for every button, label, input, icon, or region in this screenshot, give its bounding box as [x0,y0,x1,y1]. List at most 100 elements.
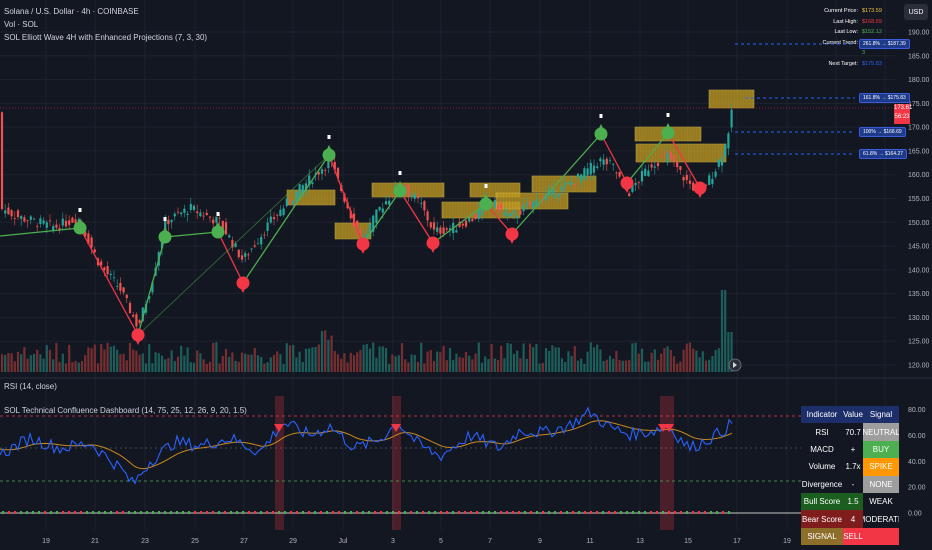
rsi-legend[interactable]: RSI (14, close) [4,382,57,391]
candle-body [10,210,13,217]
volume-bar [528,343,532,372]
candle-body [660,156,663,158]
candle-body [224,222,228,235]
candle-body [640,170,644,182]
volume-bar [464,352,468,372]
info-row: Last Low: $152.12 [812,27,898,38]
rsi-histogram-bar [38,511,40,514]
volume-legend[interactable]: Vol · SOL [4,20,39,29]
candle-body [551,187,554,195]
rsi-tick: 20.00 [908,485,926,492]
candle-body [359,230,362,241]
wave-segment [511,133,602,235]
candle-body [173,213,176,217]
volume-bar [720,290,724,372]
rsi-histogram-bar [212,511,214,514]
volume-bar [196,350,199,372]
candle-body [333,162,336,170]
candle-body [288,201,292,203]
rsi-histogram-bar [404,511,406,514]
rsi-histogram-bar [560,511,562,514]
rsi-histogram-bar [362,511,364,514]
volume-bar [512,353,516,372]
rsi-axis[interactable]: 80.00 60.00 40.00 20.00 0.00 [908,407,926,517]
volume-bar [455,353,458,372]
volume-bar [714,349,717,372]
candle-body [202,215,205,217]
rsi-signal-triangle [664,424,674,432]
volume-bar [48,349,52,372]
volume-bar [391,354,394,372]
candle-body [509,213,512,217]
volume-bar [458,357,461,372]
candle-body [36,226,39,227]
rsi-histogram-bar [20,511,22,514]
dashboard-value: 1.5 [847,497,859,507]
wave-marker-tip [596,124,606,134]
wave-segment [0,227,81,237]
candle-body [522,205,525,212]
volume-bar [420,342,423,372]
rsi-histogram-bar [116,511,118,514]
volume-bar [532,347,535,372]
rsi-histogram-bar [452,511,454,514]
rsi-histogram-bar [572,511,574,514]
rsi-histogram-bar [554,511,556,514]
volume-bar [68,344,71,372]
volume-bar [682,349,685,372]
candle-body [602,159,605,165]
candle-body [189,203,192,210]
candle-body [71,217,74,223]
rsi-histogram-bar [428,511,430,514]
candle-body [253,245,256,247]
price-tick: 135.00 [908,291,930,298]
candle-body [212,219,215,224]
currency-button[interactable]: USD [904,4,928,20]
rsi-histogram-bar [14,511,16,514]
volume-bar [138,354,141,372]
volume-bar [640,348,644,372]
candle-body [477,209,480,219]
volume-bar [180,345,183,372]
dashboard-legend[interactable]: SOL Technical Confluence Dashboard (14, … [4,406,247,415]
candle-body [208,216,212,218]
candle-body [276,214,279,216]
time-tick: 27 [240,538,248,545]
dashboard-row: Volume 1.7x SPIKE [801,458,899,476]
volume-bar [215,342,218,372]
symbol-title[interactable]: Solana / U.S. Dollar · 4h · COINBASE [4,7,139,16]
candle-body [471,219,474,222]
volume-bar [672,356,676,372]
replay-icon[interactable] [728,358,742,372]
candle-body [388,200,391,205]
candle-body [39,218,42,225]
dashboard-value: 70.7 [845,427,861,437]
volume-bar [573,346,576,372]
candle-body [247,254,250,256]
candle-body [221,220,224,229]
volume-bar [119,354,122,372]
volume-bar [103,349,106,372]
price-axis[interactable]: 190.00 185.00 180.00 175.00 170.00 165.00 160.… [908,30,930,370]
volume-bar [628,359,631,372]
candle-body [368,224,372,234]
volume-bar [333,351,336,372]
rsi-histogram-bar [326,511,328,514]
time-axis[interactable]: 192123252729Jul357911131517192123 [42,538,889,545]
rsi-histogram-bar [494,511,496,514]
candle-body [61,218,64,226]
wave-segment [626,132,669,184]
wave-marker-tip [481,194,491,204]
volume-bar [176,356,180,372]
wave-trend-line [137,154,330,336]
rsi-tick: 80.00 [908,407,926,414]
indicator-legend[interactable]: SOL Elliott Wave 4H with Enhanced Projec… [4,33,208,42]
volume-bar [250,354,253,372]
candle-body [135,314,138,327]
volume-bar [452,360,455,372]
volume-bar [551,345,554,372]
dashboard-indicator: MACD [810,444,834,454]
candle-body [295,191,298,202]
rsi-histogram-bar [308,511,310,514]
